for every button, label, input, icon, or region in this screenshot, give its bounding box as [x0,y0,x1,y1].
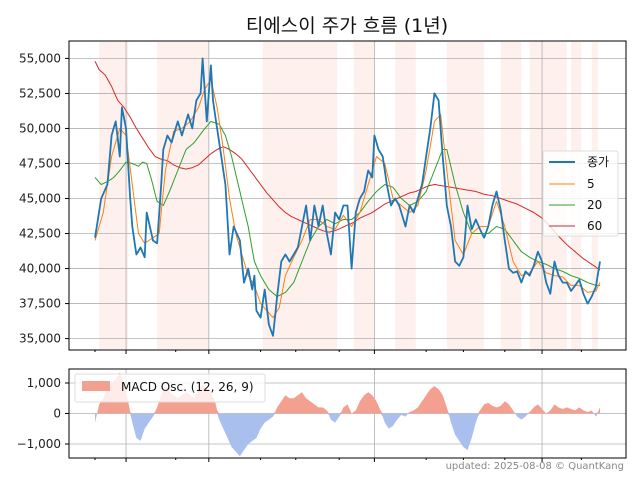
price-legend: 종가 5 20 60 [542,150,619,237]
shade-band-4 [395,42,416,349]
footer-credit: updated: 2025-08-08 © QuantKang [446,461,624,472]
y-tick-label: 55,000 [19,51,61,65]
price-panel: 35,000 37,500 40,000 42,500 45,000 47,500 50,0… [19,40,627,354]
macd-x-axis [94,458,582,462]
legend-label-ma60: 60 [587,219,602,233]
macd-oscillator [95,372,600,457]
price-y-axis: 35,000 37,500 40,000 42,500 45,000 47,500 50,0… [19,51,69,346]
shade-band-5 [446,42,485,349]
macd-legend: MACD Osc. (12, 26, 9) [74,373,266,403]
price-series [94,57,601,337]
legend-box [542,150,619,237]
macd-positive-area [95,372,600,414]
y-tick-label: 47,500 [19,156,61,170]
y-tick-label: 42,500 [19,227,61,241]
price-panel-frame [68,40,627,351]
y-tick-label: 52,500 [19,86,61,100]
y-tick-label: 35,000 [19,332,61,346]
series-line-ma5 [94,78,601,319]
series-line-ma20 [94,120,600,298]
shade-band-2 [262,42,338,349]
y-tick-label: 40,000 [19,262,61,276]
y-tick-label: 50,000 [19,121,61,135]
y-tick-label: 0 [53,407,61,421]
shaded-periods [99,42,598,349]
legend-label-macd: MACD Osc. (12, 26, 9) [121,380,254,394]
macd-panel: −1,000 0 1,000 MACD Osc. (12, 26, 9) [17,368,627,462]
legend-swatch-macd [82,381,110,391]
macd-negative-area [95,413,600,457]
shade-band-3 [353,42,375,349]
y-tick-label: −1,000 [17,437,61,451]
macd-y-axis: −1,000 0 1,000 [17,376,69,451]
y-tick-label: 1,000 [27,376,61,390]
shade-band-6 [500,42,522,349]
y-tick-label: 37,500 [19,297,61,311]
price-x-axis [94,350,582,354]
series-line-close [94,57,601,337]
chart-title: 티에스이 주가 흐름 (1년) [246,15,448,37]
legend-label-ma20: 20 [587,198,602,212]
macd-legend-box [74,373,266,403]
legend-label-close: 종가 [587,155,609,169]
legend-label-ma5: 5 [587,177,595,191]
y-tick-label: 45,000 [19,192,61,206]
